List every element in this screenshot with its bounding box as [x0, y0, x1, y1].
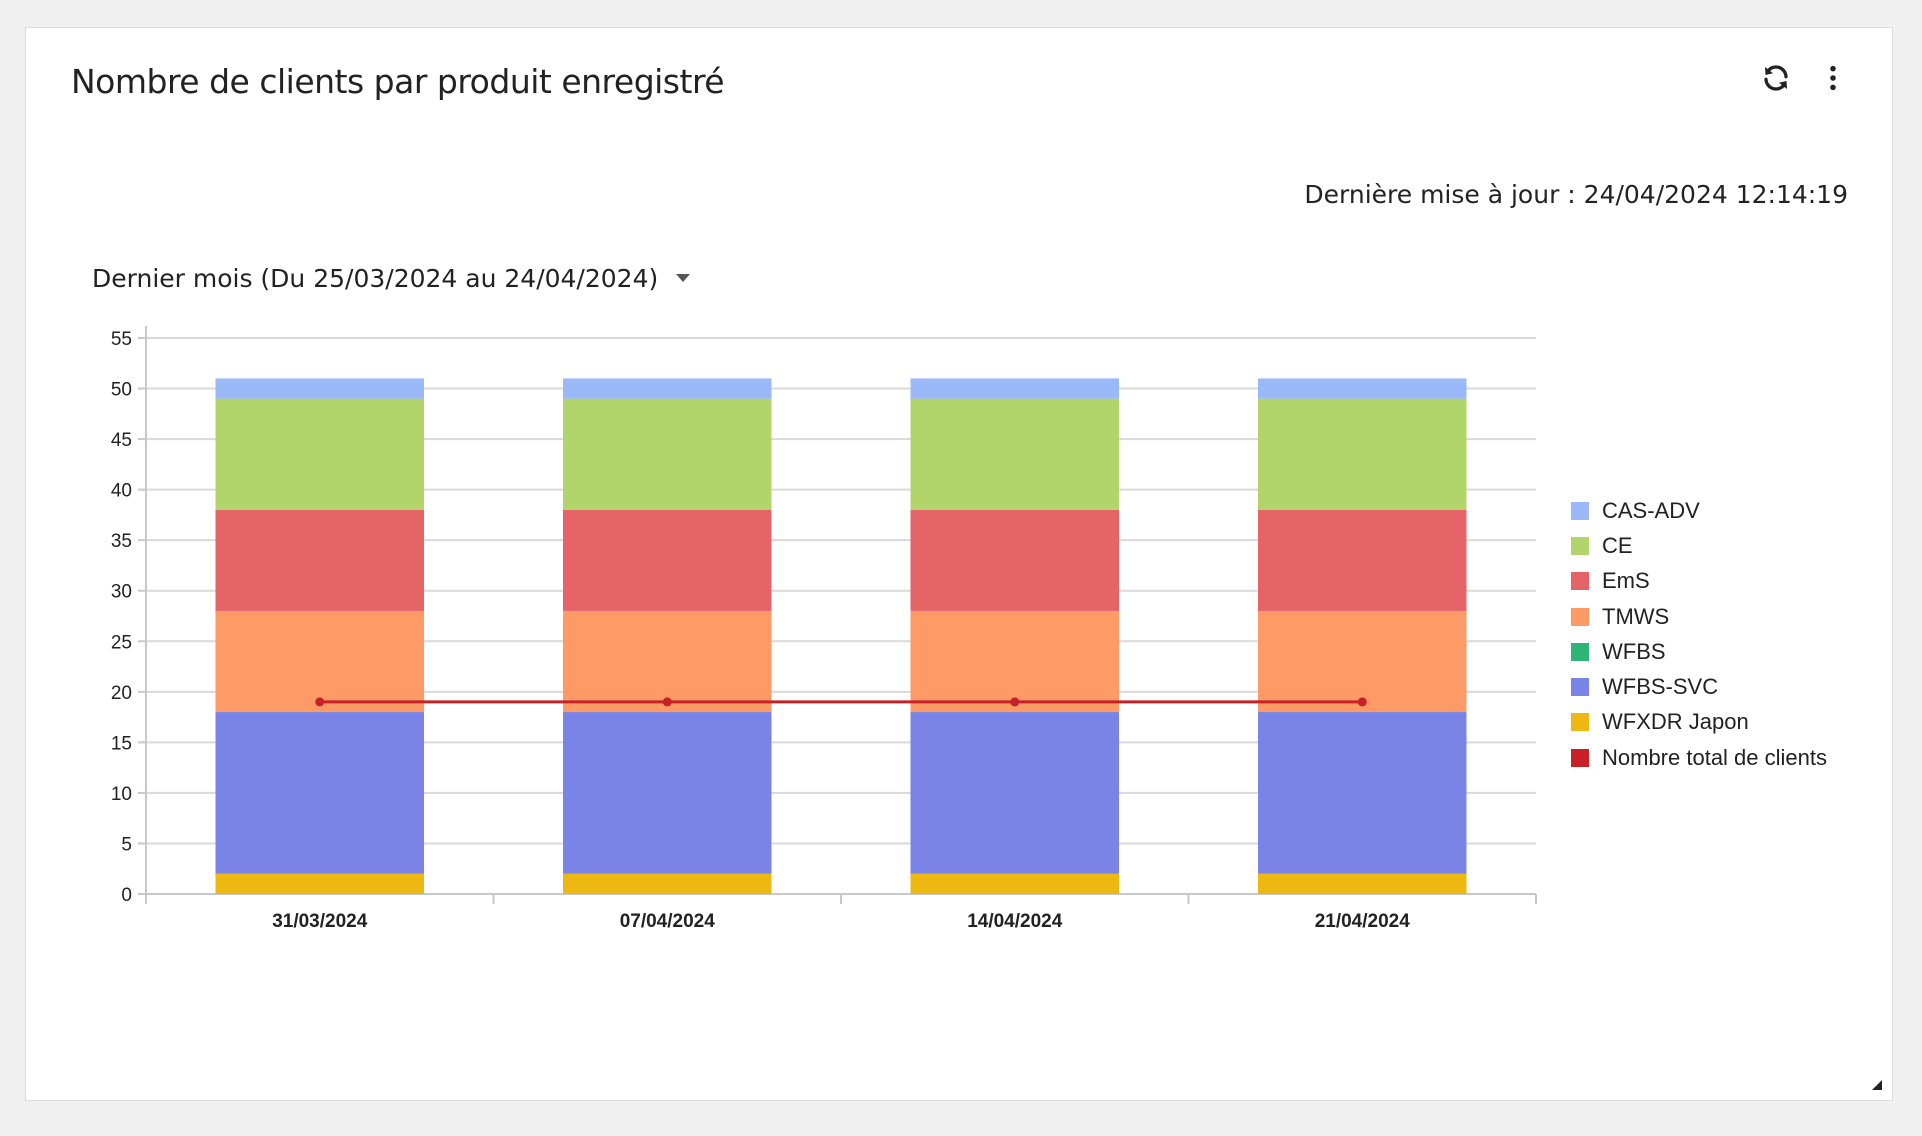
legend-item-tmws[interactable]: TMWS: [1571, 599, 1827, 634]
total-clients-point: [1010, 697, 1020, 707]
period-dropdown-label: Dernier mois (Du 25/03/2024 au 24/04/202…: [92, 263, 659, 293]
more-options-button[interactable]: [1811, 56, 1855, 100]
total-clients-point: [315, 697, 325, 707]
bar-segment-tmws: [1258, 610, 1467, 713]
bar-segment-ems: [1258, 509, 1467, 611]
legend-item-wfxdr-japon[interactable]: WFXDR Japon: [1571, 705, 1827, 740]
y-tick-label: 25: [111, 632, 132, 653]
y-tick-label: 20: [111, 683, 132, 704]
legend-item-ce[interactable]: CE: [1571, 528, 1827, 563]
x-tick-label: 07/04/2024: [620, 911, 716, 932]
bar-segment-cas-adv: [910, 378, 1119, 399]
bar-segment-wfbs-svc: [910, 712, 1119, 874]
bar-segment-tmws: [215, 610, 424, 713]
bar-segment-ce: [910, 398, 1119, 510]
widget-title: Nombre de clients par produit enregistré: [71, 62, 725, 101]
chart-legend: CAS-ADV CE EmS TMWS WFBS WFBS-SVC WFXDR Japon N…: [1571, 493, 1827, 775]
legend-label: WFBS-SVC: [1602, 674, 1719, 700]
legend-label: EmS: [1602, 568, 1650, 594]
bar-segment-wfbs-svc: [215, 712, 424, 874]
legend-item-wfbs-svc[interactable]: WFBS-SVC: [1571, 669, 1827, 704]
legend-swatch: [1571, 536, 1589, 555]
legend-label: CAS-ADV: [1602, 497, 1700, 523]
bar-segment-cas-adv: [215, 378, 424, 399]
x-tick-label: 14/04/2024: [967, 911, 1063, 932]
bar-segment-wfxdr-japon: [215, 873, 424, 894]
legend-item-ems[interactable]: EmS: [1571, 564, 1827, 599]
bar-segment-tmws: [910, 610, 1119, 713]
bar-segment-wfxdr-japon: [1258, 873, 1467, 894]
chart-widget-card: Nombre de clients par produit enregistré…: [25, 27, 1893, 1101]
legend-label: WFXDR Japon: [1602, 709, 1749, 735]
legend-swatch: [1571, 607, 1589, 626]
bar-segment-cas-adv: [563, 378, 772, 399]
y-tick-label: 30: [111, 582, 132, 603]
bar-segment-ce: [563, 398, 772, 510]
legend-item-nombre-total-de-clients[interactable]: Nombre total de clients: [1571, 740, 1827, 775]
more-vertical-icon: [1830, 65, 1836, 91]
legend-item-wfbs[interactable]: WFBS: [1571, 634, 1827, 669]
bar-segment-cas-adv: [1258, 378, 1467, 399]
bar-segment-ce: [215, 398, 424, 510]
caret-down-icon: [676, 274, 691, 282]
total-clients-point: [662, 697, 672, 707]
legend-label: WFBS: [1602, 638, 1666, 664]
y-tick-label: 10: [111, 784, 132, 805]
x-tick-label: 21/04/2024: [1315, 911, 1411, 932]
bar-segment-ems: [563, 509, 772, 611]
y-tick-label: 40: [111, 481, 132, 502]
legend-swatch: [1571, 713, 1589, 732]
bar-segment-wfxdr-japon: [563, 873, 772, 894]
y-tick-label: 5: [121, 834, 132, 855]
legend-swatch: [1571, 748, 1589, 767]
legend-swatch: [1571, 501, 1589, 520]
legend-swatch: [1571, 642, 1589, 661]
y-tick-label: 45: [111, 430, 132, 451]
bar-segment-wfbs-svc: [563, 712, 772, 874]
legend-label: Nombre total de clients: [1602, 744, 1827, 770]
y-tick-label: 35: [111, 531, 132, 552]
bar-segment-wfxdr-japon: [910, 873, 1119, 894]
y-tick-label: 0: [121, 885, 132, 906]
legend-label: CE: [1602, 532, 1633, 558]
last-updated-text: Dernière mise à jour : 24/04/2024 12:14:…: [1304, 180, 1848, 209]
x-tick-label: 31/03/2024: [272, 911, 368, 932]
legend-swatch: [1571, 678, 1589, 697]
y-tick-label: 15: [111, 733, 132, 754]
bar-segment-ems: [215, 509, 424, 611]
y-tick-label: 55: [111, 329, 132, 350]
bar-segment-ems: [910, 509, 1119, 611]
resize-handle-icon[interactable]: [1872, 1080, 1882, 1090]
period-dropdown[interactable]: Dernier mois (Du 25/03/2024 au 24/04/202…: [92, 260, 691, 296]
bar-segment-ce: [1258, 398, 1467, 510]
y-tick-label: 50: [111, 380, 132, 401]
stacked-bar-chart: 0 5 10 15 20 25 30 35 40 45 50 55 31/03/2024 07/04/20…: [111, 326, 1537, 932]
total-clients-point: [1357, 697, 1367, 707]
refresh-button[interactable]: [1754, 56, 1798, 100]
bar-segment-tmws: [563, 610, 772, 713]
bar-segment-wfbs-svc: [1258, 712, 1467, 874]
refresh-icon: [1764, 65, 1788, 91]
legend-swatch: [1571, 572, 1589, 591]
legend-label: TMWS: [1602, 603, 1670, 629]
legend-item-cas-adv[interactable]: CAS-ADV: [1571, 493, 1827, 528]
